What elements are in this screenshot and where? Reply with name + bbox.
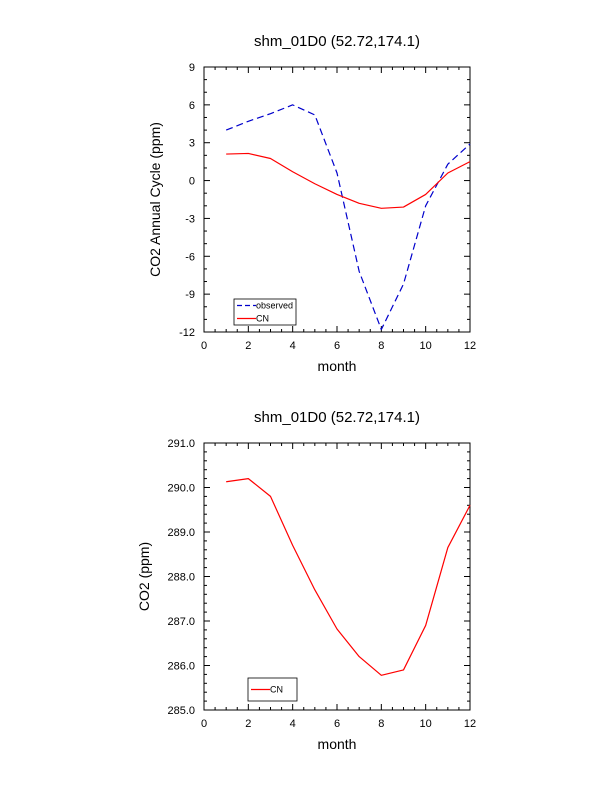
legend-box bbox=[233, 298, 297, 326]
y-axis-label: CO2 Annual Cycle (ppm) bbox=[147, 122, 163, 277]
y-tick-label-290: 290.0 bbox=[167, 483, 195, 495]
x-tick-label-8: 8 bbox=[378, 718, 384, 730]
x-tick-label-8: 8 bbox=[378, 340, 384, 352]
x-tick-label-2: 2 bbox=[245, 718, 251, 730]
chart-title: shm_01D0 (52.72,174.1) bbox=[254, 33, 420, 50]
y-axis-label: CO2 (ppm) bbox=[136, 542, 152, 611]
chart-2: shm_01D0 (52.72,174.1) 0 2 4 6 8 10 12 285.0 286.… bbox=[136, 409, 476, 752]
x-tick-label-6: 6 bbox=[334, 340, 340, 352]
x-tick-label-0: 0 bbox=[201, 340, 207, 352]
y-tick-label-m3: -3 bbox=[185, 213, 195, 225]
chart-1: shm_01D0 (52.72,174.1) 0 2 4 6 8 10 12 -12 -9 -6 -3… bbox=[147, 33, 476, 374]
y-tick-label-285: 285.0 bbox=[167, 705, 195, 717]
series-line-cn bbox=[226, 152, 471, 209]
chart-title: shm_01D0 (52.72,174.1) bbox=[254, 409, 420, 426]
y-tick-label-3: 3 bbox=[189, 138, 195, 150]
series-line-cn bbox=[226, 478, 471, 676]
x-tick-label-2: 2 bbox=[245, 340, 251, 352]
plot-frame bbox=[203, 442, 471, 711]
y-tick-label-m12: -12 bbox=[179, 327, 195, 339]
plot-frame bbox=[203, 66, 471, 333]
legend-label-cn: CN bbox=[256, 314, 269, 324]
y-tick-label-m6: -6 bbox=[185, 251, 195, 263]
y-tick-label-6: 6 bbox=[189, 100, 195, 112]
y-tick-label-0: 0 bbox=[189, 176, 195, 188]
x-tick-label-10: 10 bbox=[420, 718, 432, 730]
x-tick-label-4: 4 bbox=[290, 718, 296, 730]
x-tick-label-6: 6 bbox=[334, 718, 340, 730]
legend-label-cn: CN bbox=[270, 685, 283, 695]
legend: CN bbox=[247, 677, 298, 702]
y-tick-label-289: 289.0 bbox=[167, 527, 195, 539]
x-tick-label-4: 4 bbox=[290, 340, 296, 352]
x-tick-label-0: 0 bbox=[201, 718, 207, 730]
legend-box bbox=[247, 677, 298, 702]
y-tick-label-288: 288.0 bbox=[167, 572, 195, 584]
y-tick-label-m9: -9 bbox=[185, 289, 195, 301]
x-tick-label-10: 10 bbox=[420, 340, 432, 352]
x-axis-label: month bbox=[318, 358, 357, 374]
series-line-observed bbox=[225, 104, 471, 331]
x-axis-label: month bbox=[318, 736, 357, 752]
legend-label-observed: observed bbox=[256, 301, 293, 311]
x-tick-label-12: 12 bbox=[464, 340, 476, 352]
y-tick-label-287: 287.0 bbox=[167, 616, 195, 628]
y-tick-label-9: 9 bbox=[189, 62, 195, 74]
y-tick-label-291: 291.0 bbox=[167, 438, 195, 450]
y-tick-label-286: 286.0 bbox=[167, 661, 195, 673]
x-tick-label-12: 12 bbox=[464, 718, 476, 730]
legend: observed CN bbox=[233, 298, 297, 326]
